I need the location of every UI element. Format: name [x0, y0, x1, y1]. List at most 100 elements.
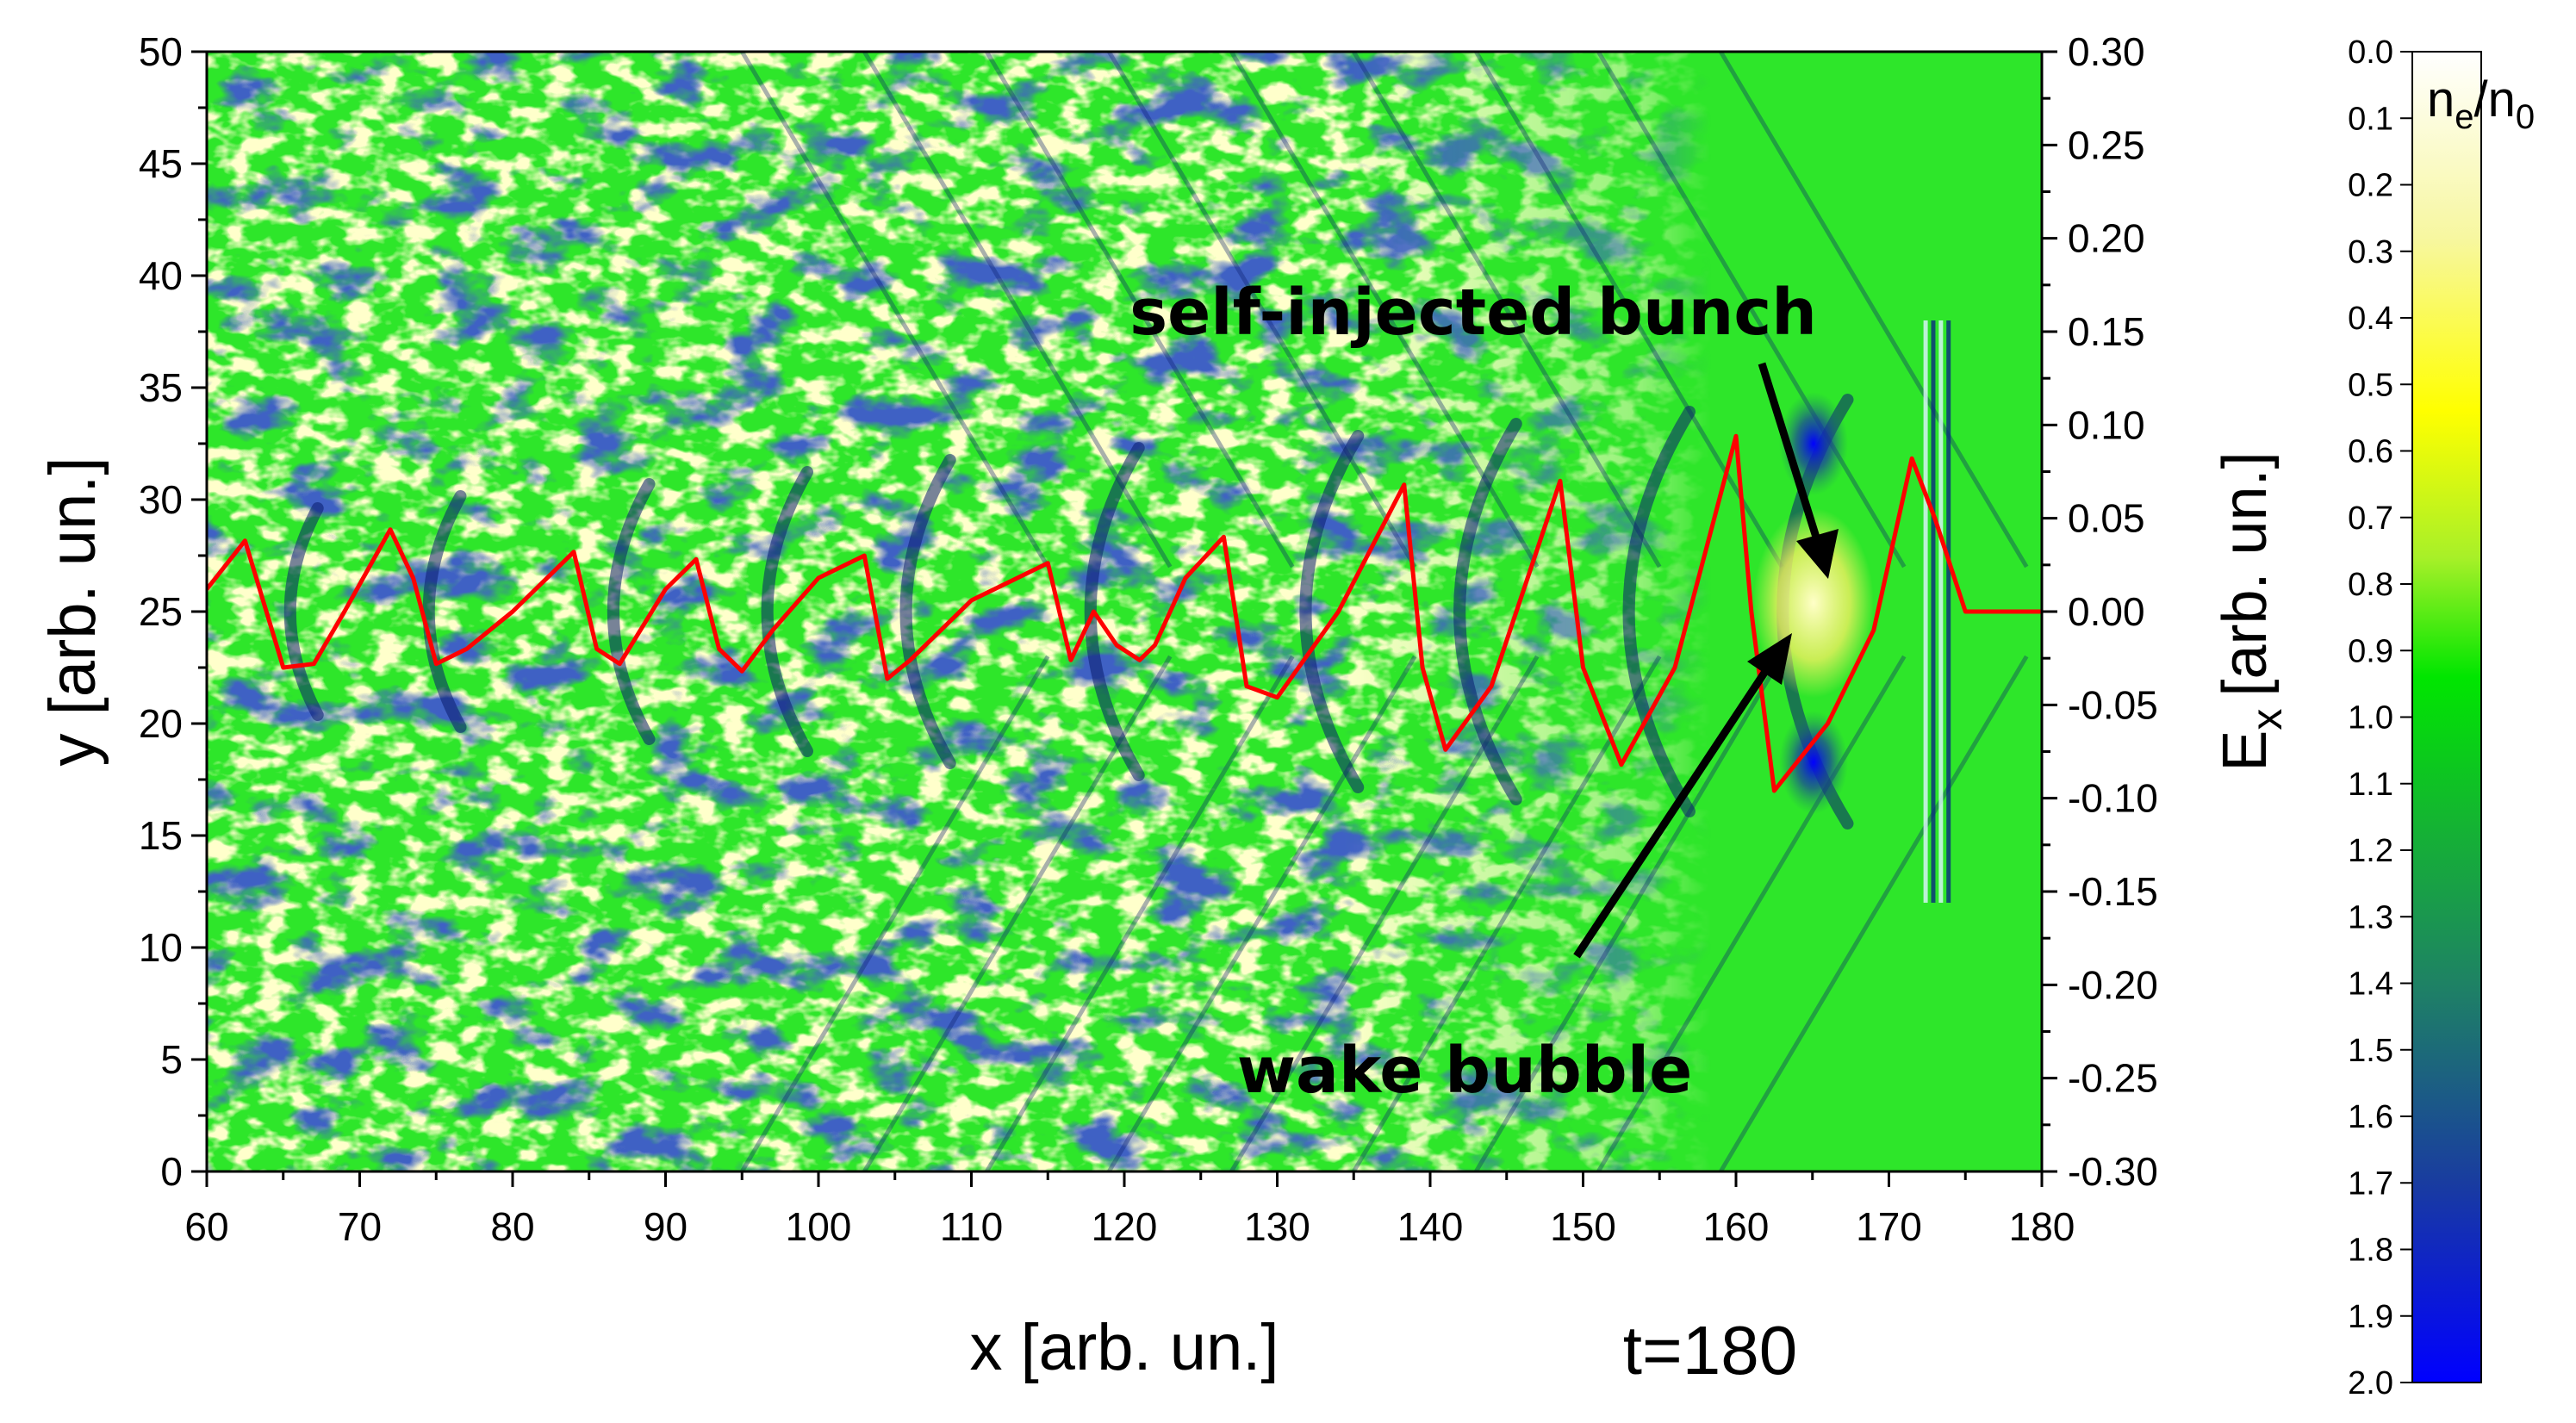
y2-axis-ticks: 0.30 0.25 0.20 0.15 0.10 0.05 0.00 -0.05 -0.10 -0…: [2042, 29, 2158, 1194]
colorbar-tick-label: 1.1: [2348, 767, 2393, 803]
y2-tick-label: 0.00: [2068, 589, 2145, 634]
y-tick-label: 20: [139, 701, 183, 746]
colorbar-tick-label: 0.1: [2348, 101, 2393, 137]
laser-pulse-fringes: [1923, 320, 1951, 903]
y-tick-label: 40: [139, 253, 183, 298]
y2-tick-label: 0.30: [2068, 29, 2145, 74]
wake-arc: [607, 478, 656, 745]
density-heatmap: [207, 52, 2042, 1171]
colorbar: [2411, 51, 2482, 1383]
colorbar-tick-label: 0.0: [2348, 34, 2393, 71]
wake-arc: [422, 490, 467, 733]
y-tick-label: 5: [160, 1037, 183, 1082]
shock-streak: [862, 52, 1173, 569]
colorbar-ticks: 0.0 0.1 0.2 0.3 0.4 0.5 0.6 0.7 0.8 0.9 1.0 1.1 1.2 1…: [2348, 34, 2412, 1401]
colorbar-tick-label: 2.0: [2348, 1365, 2393, 1401]
x-tick-label: 70: [338, 1204, 382, 1249]
y2-tick-label: 0.15: [2068, 309, 2145, 354]
x-axis-label: x [arb. un.]: [969, 1311, 1279, 1384]
annotation-wake-bubble-arrow: [1573, 668, 1770, 959]
x-axis-ticks: 60 70 80 90 100 110 120 130 140 150 160 170 180: [184, 1171, 2075, 1249]
colorbar-tick-label: 0.6: [2348, 434, 2393, 470]
shock-streak: [1229, 655, 1540, 1171]
shock-streak: [1596, 655, 1907, 1171]
annotation-self-injected-bunch: self-injected bunch: [1129, 276, 1839, 579]
colorbar-tick-label: 0.9: [2348, 633, 2393, 669]
shock-streak: [740, 52, 1050, 569]
shock-streak: [1596, 52, 1907, 569]
wake-arc: [1622, 406, 1696, 817]
colorbar-label-sep: /n: [2474, 71, 2516, 127]
y2-tick-label: -0.05: [2068, 682, 2158, 727]
y-axis-ticks: 0 5 10 15 20 25 30 35 40 45 50: [139, 29, 207, 1194]
shock-streak: [1107, 52, 1417, 569]
colorbar-label-sub2: 0: [2516, 98, 2535, 136]
colorbar-tick-label: 0.4: [2348, 301, 2393, 337]
y2-tick-label: -0.10: [2068, 776, 2158, 821]
colorbar-label-sub1: e: [2455, 98, 2473, 136]
x-tick-label: 90: [644, 1204, 688, 1249]
y2-axis-label-sub: x: [2243, 709, 2291, 730]
colorbar-tick-label: 0.2: [2348, 168, 2393, 204]
x-tick-label: 60: [184, 1204, 228, 1249]
colorbar-label: ne/n0: [2427, 71, 2535, 136]
colorbar-tick-label: 1.3: [2348, 899, 2393, 935]
y2-axis-label: Ex [arb. un.]: [2211, 451, 2291, 771]
y2-tick-label: -0.20: [2068, 962, 2158, 1007]
colorbar-tick-label: 1.7: [2348, 1165, 2393, 1202]
colorbar-tick-label: 1.9: [2348, 1299, 2393, 1335]
shock-streak: [985, 52, 1295, 569]
colorbar-tick-label: 1.0: [2348, 700, 2393, 736]
y-tick-label: 0: [160, 1149, 183, 1194]
y2-tick-label: 0.20: [2068, 216, 2145, 261]
annotation-self-injected-bunch-text: self-injected bunch: [1129, 276, 1817, 350]
y-tick-label: 15: [139, 813, 183, 858]
y2-tick-label: -0.30: [2068, 1149, 2158, 1194]
y2-tick-label: -0.25: [2068, 1056, 2158, 1101]
bubble-wall-bottom: [1779, 711, 1848, 814]
wake-structures: [283, 52, 2029, 1171]
shock-streak: [1229, 52, 1540, 569]
colorbar-label-main: n: [2427, 71, 2455, 127]
y2-axis-label-unit: [arb. un.]: [2211, 451, 2280, 696]
wake-arc: [283, 502, 324, 721]
wake-arc: [761, 466, 813, 757]
wake-arc: [1453, 418, 1522, 805]
x-tick-label: 100: [786, 1204, 852, 1249]
shock-streak: [1474, 655, 1784, 1171]
shock-streak: [862, 655, 1173, 1171]
x-tick-label: 110: [940, 1204, 1003, 1249]
x-tick-label: 80: [490, 1204, 534, 1249]
ex-field-line: [207, 433, 2042, 793]
shock-streak: [1107, 655, 1417, 1171]
x-tick-label: 120: [1092, 1204, 1158, 1249]
x-tick-label: 180: [2009, 1204, 2075, 1249]
x-tick-label: 150: [1550, 1204, 1616, 1249]
shock-streak: [1352, 52, 1662, 569]
wake-arc: [1299, 430, 1365, 793]
colorbar-tick-label: 0.3: [2348, 234, 2393, 270]
shock-streak: [1719, 52, 2029, 569]
y2-tick-label: 0.05: [2068, 496, 2145, 541]
colorbar-tick-label: 0.5: [2348, 367, 2393, 403]
x-tick-label: 130: [1244, 1204, 1310, 1249]
y-tick-label: 50: [139, 29, 183, 74]
y-tick-label: 30: [139, 477, 183, 522]
y-tick-label: 35: [139, 365, 183, 410]
x-tick-label: 160: [1703, 1204, 1770, 1249]
shock-streak: [1474, 52, 1784, 569]
y2-axis-label-main: E: [2211, 730, 2280, 772]
colorbar-tick-label: 1.2: [2348, 833, 2393, 869]
x-tick-label: 140: [1397, 1204, 1464, 1249]
shock-streak: [740, 655, 1050, 1171]
y2-tick-label: 0.10: [2068, 402, 2145, 447]
colorbar-tick-label: 1.8: [2348, 1233, 2393, 1269]
colorbar-tick-label: 0.7: [2348, 500, 2393, 537]
annotation-wake-bubble-text: wake bubble: [1237, 1034, 1693, 1108]
time-label: t=180: [1623, 1312, 1797, 1389]
y-axis-label: y [arb. un.]: [36, 457, 109, 766]
colorbar-tick-label: 0.8: [2348, 567, 2393, 603]
annotation-wake-bubble: wake bubble: [1237, 633, 1792, 1108]
colorbar-tick-label: 1.6: [2348, 1099, 2393, 1135]
